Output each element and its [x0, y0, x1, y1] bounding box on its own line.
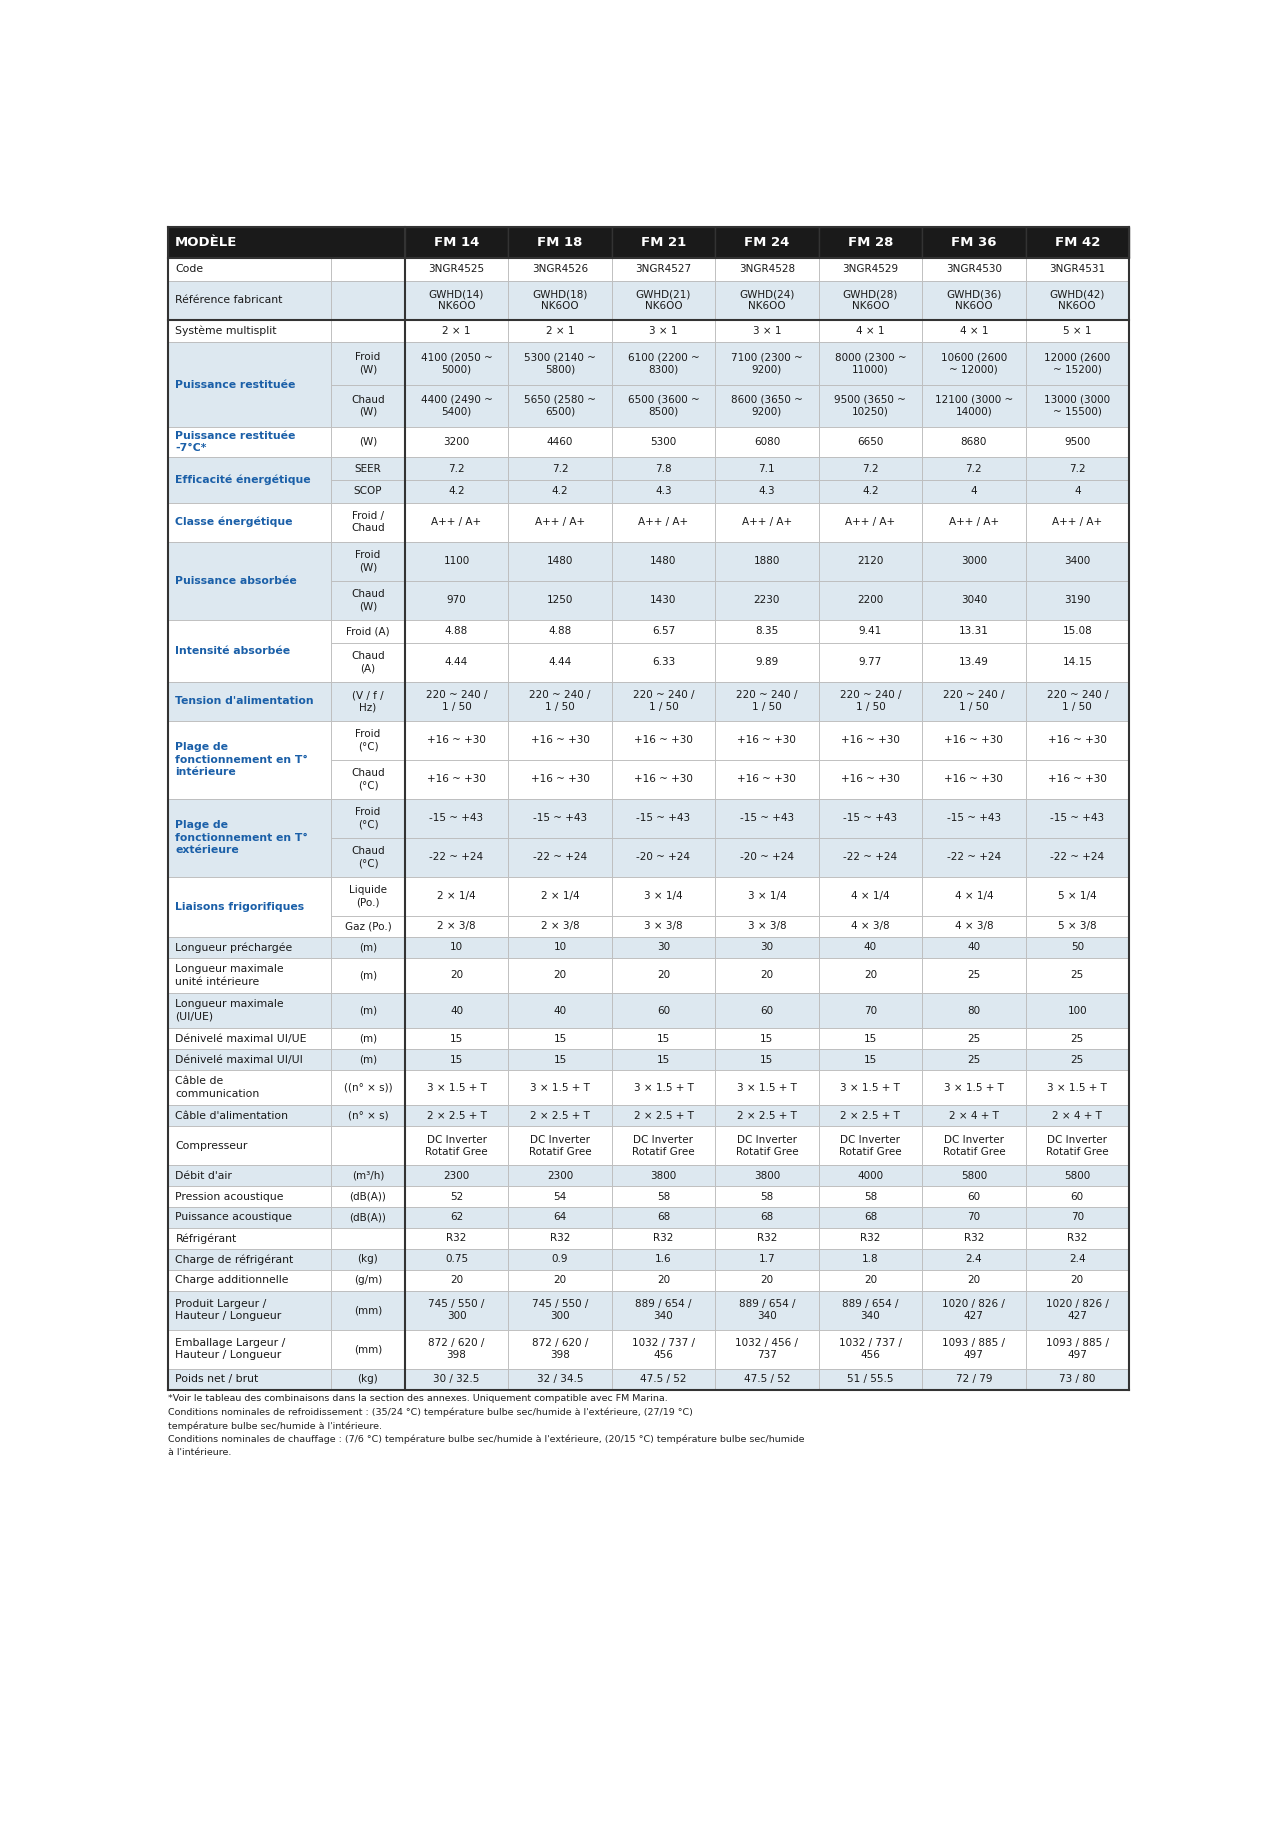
Text: 1.8: 1.8 [862, 1255, 878, 1264]
Text: 2 × 2.5 + T: 2 × 2.5 + T [426, 1110, 486, 1121]
Text: 20: 20 [449, 1275, 463, 1286]
Text: -22 ~ +24: -22 ~ +24 [429, 852, 484, 863]
Text: 70: 70 [1071, 1213, 1083, 1222]
Text: 4.44: 4.44 [444, 657, 468, 668]
Bar [922, 799, 1026, 838]
Bar [715, 958, 819, 993]
Text: 13.31: 13.31 [959, 626, 989, 636]
Bar [922, 759, 1026, 799]
Text: *Voir le tableau des combinaisons dans la section des annexes. Uniquement compat: *Voir le tableau des combinaisons dans l… [168, 1394, 668, 1403]
Text: A++ / A+: A++ / A+ [432, 518, 481, 527]
Bar [819, 642, 922, 682]
Text: 3 × 1.5 + T: 3 × 1.5 + T [634, 1083, 694, 1092]
Bar [405, 320, 508, 342]
Text: 30: 30 [760, 942, 774, 953]
Text: 3 × 1.5 + T: 3 × 1.5 + T [840, 1083, 900, 1092]
Text: 60: 60 [760, 1006, 774, 1015]
Text: MODÈLE: MODÈLE [174, 236, 237, 249]
Text: -22 ~ +24: -22 ~ +24 [1050, 852, 1105, 863]
Bar [715, 916, 819, 936]
Bar [331, 1105, 405, 1127]
Bar [819, 1050, 922, 1070]
Text: 4 × 1: 4 × 1 [857, 326, 885, 337]
Text: 4: 4 [1074, 487, 1081, 496]
Text: 4000: 4000 [857, 1171, 883, 1182]
Text: +16 ~ +30: +16 ~ +30 [1048, 735, 1106, 744]
Text: Réfrigérant: Réfrigérant [176, 1233, 237, 1244]
Bar [1026, 1070, 1129, 1105]
Text: +16 ~ +30: +16 ~ +30 [841, 774, 900, 785]
Text: 12000 (2600
~ 15200): 12000 (2600 ~ 15200) [1044, 353, 1110, 375]
Text: à l'intérieure.: à l'intérieure. [168, 1449, 232, 1458]
Text: 1880: 1880 [754, 556, 780, 567]
Bar [922, 1269, 1026, 1291]
Bar [1026, 1187, 1129, 1207]
Bar [508, 1330, 612, 1368]
Bar [1026, 1050, 1129, 1070]
Text: Chaud
(A): Chaud (A) [351, 651, 384, 673]
Bar [1026, 1249, 1129, 1269]
Text: Pression acoustique: Pression acoustique [176, 1191, 284, 1202]
Bar [508, 1269, 612, 1291]
Bar [168, 993, 331, 1028]
Text: Puissance restituée: Puissance restituée [176, 379, 295, 390]
Bar [819, 936, 922, 958]
Text: 20: 20 [554, 971, 566, 980]
Bar [922, 1028, 1026, 1050]
Bar [1026, 479, 1129, 503]
Bar [715, 1165, 819, 1187]
Bar [612, 258, 715, 280]
Bar [405, 1330, 508, 1368]
Bar [715, 1291, 819, 1330]
Text: 4.88: 4.88 [549, 626, 572, 636]
Bar [331, 342, 405, 384]
Bar [715, 1127, 819, 1165]
Text: 2 × 4 + T: 2 × 4 + T [1053, 1110, 1102, 1121]
Bar [612, 682, 715, 721]
Bar [922, 426, 1026, 457]
Bar [922, 258, 1026, 280]
Text: 3NGR4526: 3NGR4526 [532, 265, 588, 274]
Text: (n° × s): (n° × s) [348, 1110, 388, 1121]
Bar [715, 620, 819, 642]
Text: 3200: 3200 [443, 437, 470, 446]
Text: -15 ~ +43: -15 ~ +43 [843, 814, 897, 823]
Bar [1026, 457, 1129, 479]
Bar [168, 457, 331, 503]
Bar [405, 799, 508, 838]
Bar [922, 280, 1026, 320]
Text: 20: 20 [967, 1275, 980, 1286]
Bar [405, 582, 508, 620]
Bar [508, 876, 612, 916]
Bar [819, 620, 922, 642]
Bar [331, 1127, 405, 1165]
Text: 20: 20 [760, 971, 774, 980]
Text: Froid
(W): Froid (W) [355, 551, 381, 572]
Bar [168, 426, 331, 457]
Text: Chaud
(W): Chaud (W) [351, 589, 384, 611]
Bar [612, 280, 715, 320]
Text: (kg): (kg) [358, 1374, 378, 1385]
Bar [508, 258, 612, 280]
Text: 15: 15 [657, 1033, 670, 1044]
Bar [508, 1127, 612, 1165]
Bar [922, 682, 1026, 721]
Bar [331, 1187, 405, 1207]
Bar [331, 457, 405, 479]
Bar [168, 1105, 331, 1127]
Text: 7.2: 7.2 [862, 463, 878, 474]
Bar [715, 457, 819, 479]
Text: +16 ~ +30: +16 ~ +30 [1048, 774, 1106, 785]
Text: (m³/h): (m³/h) [351, 1171, 384, 1182]
Bar [819, 916, 922, 936]
Text: Conditions nominales de chauffage : (7/6 °C) température bulbe sec/humide à l'ex: Conditions nominales de chauffage : (7/6… [168, 1434, 805, 1445]
Bar [1026, 1127, 1129, 1165]
Text: 68: 68 [864, 1213, 877, 1222]
Text: Froid
(W): Froid (W) [355, 353, 381, 375]
Text: +16 ~ +30: +16 ~ +30 [737, 735, 797, 744]
Text: 3 × 3/8: 3 × 3/8 [644, 922, 682, 931]
Text: 52: 52 [449, 1191, 463, 1202]
Text: (dB(A)): (dB(A)) [350, 1191, 387, 1202]
Text: GWHD(18)
NK6OO: GWHD(18) NK6OO [532, 289, 588, 311]
Bar [1026, 838, 1129, 876]
